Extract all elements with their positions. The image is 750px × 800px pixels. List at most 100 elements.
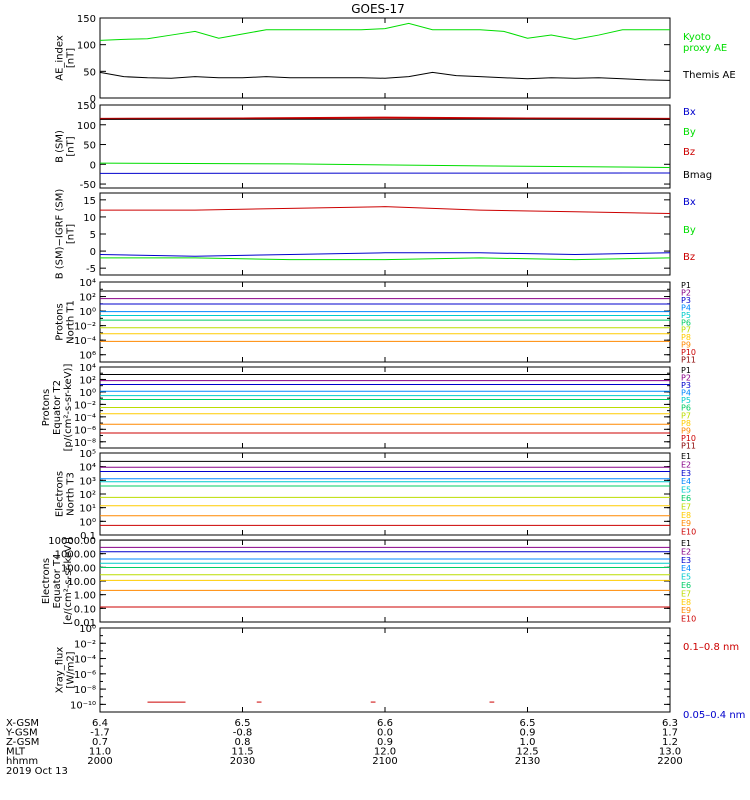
- axis-row-name: X-GSM: [6, 718, 39, 729]
- y-tick-label: 100: [77, 41, 96, 52]
- legend-label-themis-ae: Themis AE: [682, 70, 736, 81]
- axis-row-value: 0.8: [235, 737, 251, 748]
- axis-row-value: 0.9: [520, 728, 536, 739]
- y-tick-label: 10⁻⁴: [74, 413, 96, 424]
- y-tick-label: 150: [77, 101, 96, 112]
- y-axis-label: Equator T4: [52, 554, 63, 609]
- legend-label-e1: E1: [681, 539, 691, 548]
- axis-row-value: 1.2: [662, 737, 678, 748]
- legend-label-e1: E1: [681, 452, 691, 461]
- legend-label-p3: P3: [681, 381, 691, 390]
- legend-label-e2: E2: [681, 547, 691, 556]
- axis-row-value: 11.0: [89, 747, 111, 758]
- legend-label-e9: E9: [681, 606, 691, 615]
- axis-row-name: Y-GSM: [5, 728, 38, 739]
- y-axis-label: [W/m2]: [66, 651, 77, 688]
- axis-row-value: 6.4: [92, 718, 108, 729]
- legend-label-e8: E8: [681, 598, 691, 607]
- axis-row-value: 0.7: [92, 737, 108, 748]
- legend-label-p5: P5: [681, 396, 691, 405]
- legend-label-bx: Bx: [683, 197, 696, 208]
- panel-frame: [99, 192, 671, 276]
- axis-row-value: 2000: [87, 756, 112, 767]
- panel-frame: [99, 627, 671, 713]
- panel-2: -50 0 50 100 150 B (SM) [nT] Bx By Bz Bmag: [55, 101, 713, 191]
- panel-7: 0.01 0.10 1.00 10.00 100.00 1000.00 10000.00 El…: [41, 536, 696, 629]
- y-tick-label: 10: [83, 213, 96, 224]
- legend-label-0-05-0-4-nm: 0.05–0.4 nm: [683, 710, 745, 721]
- y-tick-label: 1.00: [74, 591, 96, 602]
- legend-label-p6: P6: [681, 318, 691, 327]
- y-tick-label: 0.01: [74, 618, 96, 629]
- axis-row-name: Z-GSM: [6, 737, 39, 748]
- y-tick-label: 10⁻⁶: [74, 425, 96, 436]
- axis-row-value: 6.6: [377, 718, 393, 729]
- y-tick-label: 10⁴: [79, 363, 96, 374]
- panel-frame: [99, 539, 671, 623]
- axis-row-name: MLT: [6, 747, 26, 758]
- y-tick-label: 10³: [79, 476, 96, 487]
- axis-row-value: 2130: [515, 756, 540, 767]
- y-tick-label: 10⁻²: [74, 322, 96, 333]
- y-axis-label: B (SM): [55, 130, 66, 163]
- axis-row-value: 0.0: [377, 728, 393, 739]
- y-tick-label: 10²: [79, 293, 96, 304]
- y-axis-label: Electrons: [55, 471, 66, 517]
- y-tick-label: 10⁰: [79, 517, 96, 528]
- legend-label-p4: P4: [681, 303, 691, 312]
- y-tick-label: 10⁻⁴: [74, 336, 96, 347]
- legend-label-p10: P10: [681, 348, 696, 357]
- legend-label-bz: Bz: [683, 252, 695, 263]
- y-tick-label: 10¹: [79, 504, 96, 515]
- y-axis-label: [nT]: [66, 48, 77, 68]
- axis-row-value: 12.0: [374, 747, 396, 758]
- legend-label-p9: P9: [681, 341, 691, 350]
- y-tick-label: 10⁻⁸: [74, 438, 96, 449]
- legend-label-e9: E9: [681, 519, 691, 528]
- y-tick-label: 10⁻⁸: [74, 685, 96, 696]
- axis-row-value: -1.7: [90, 728, 110, 739]
- legend-label-by: By: [683, 127, 696, 138]
- y-tick-label: 10.00: [67, 577, 96, 588]
- legend-label-p8: P8: [681, 333, 691, 342]
- legend-label-p2: P2: [681, 374, 691, 383]
- y-tick-label: -50: [80, 180, 96, 191]
- legend-label-e8: E8: [681, 511, 691, 520]
- y-tick-label: 10²: [79, 375, 96, 386]
- axis-row-value: 1.7: [662, 728, 678, 739]
- axis-row-value: 12.5: [516, 747, 538, 758]
- y-tick-label: 0: [90, 94, 96, 105]
- legend-label-e5: E5: [681, 573, 691, 582]
- axis-row-value: 6.5: [235, 718, 251, 729]
- legend-label-0-1-0-8-nm: 0.1–0.8 nm: [683, 642, 739, 653]
- y-tick-label: 100: [77, 121, 96, 132]
- legend-label-p11: P11: [681, 356, 696, 365]
- legend-label-p4: P4: [681, 389, 691, 398]
- legend-label-p2: P2: [681, 288, 691, 297]
- y-tick-label: 10⁰: [79, 307, 96, 318]
- y-tick-label: -5: [86, 264, 96, 275]
- panel-8: 10⁻¹⁰ 10⁻⁸ 10⁻⁶ 10⁻⁴ 10⁻² 10⁰ Xray_flux [W/m2] 0…: [55, 624, 746, 721]
- legend-label-p8: P8: [681, 419, 691, 428]
- y-axis-label: Protons: [55, 303, 66, 340]
- axis-row-value: 2100: [372, 756, 397, 767]
- y-axis-label: North T3: [66, 472, 77, 516]
- date-label: 2019 Oct 13: [6, 766, 68, 777]
- legend-label-kyoto-proxy-ae: Kyoto: [683, 32, 711, 43]
- legend-label-p7: P7: [681, 411, 691, 420]
- series-line-themis-ae: [99, 71, 671, 81]
- y-tick-label: 10⁻²: [74, 400, 96, 411]
- y-axis-label: Protons: [41, 389, 52, 426]
- axis-row-value: 2030: [230, 756, 255, 767]
- legend-label-p9: P9: [681, 426, 691, 435]
- series-line-bz: [100, 206, 671, 214]
- y-tick-label: 150: [77, 14, 96, 25]
- legend-label-e4: E4: [681, 564, 691, 573]
- legend-label-e5: E5: [681, 486, 691, 495]
- y-tick-label: 10⁰: [79, 388, 96, 399]
- legend-label-e10: E10: [681, 615, 696, 624]
- y-axis-label: [nT]: [66, 136, 77, 156]
